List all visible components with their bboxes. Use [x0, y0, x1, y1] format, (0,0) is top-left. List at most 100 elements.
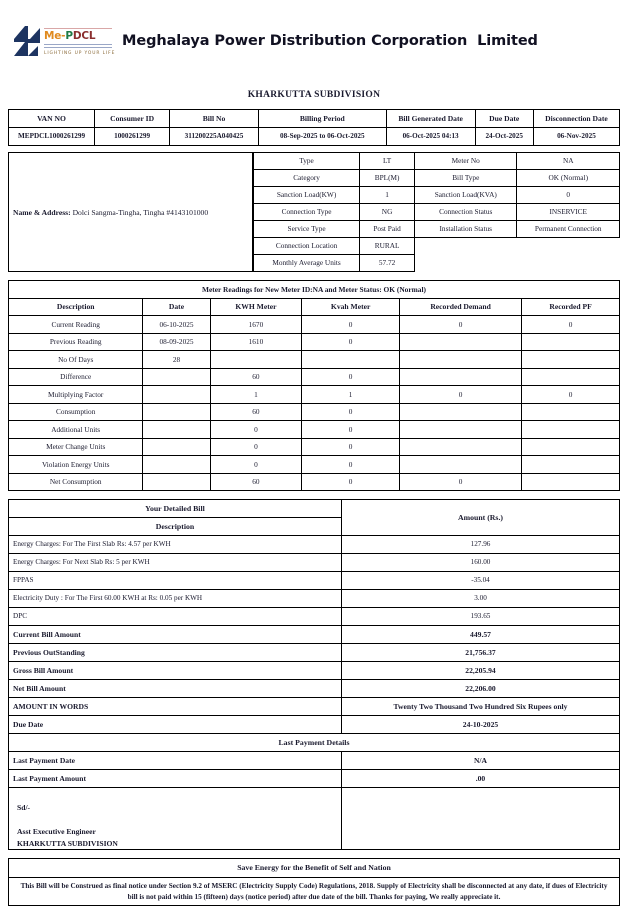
total-label: Previous OutStanding [8, 643, 342, 662]
bill-line-item: FPPAS -35.04 [8, 571, 621, 590]
bill-total-row: AMOUNT IN WORDS Twenty Two Thousand Two H… [8, 697, 621, 716]
cell-pf: 0 [521, 385, 620, 404]
last-payment-label: Last Payment Amount [8, 769, 342, 788]
table-row: Multiplying Factor 1 1 0 0 [7, 385, 620, 404]
attr-label-left: Connection Type [252, 203, 361, 221]
energy-slogan: Save Energy for the Benefit of Self and … [8, 858, 620, 879]
attr-label-right: Installation Status [414, 220, 518, 238]
meter-readings-table: Meter Readings for New Meter ID:NA and M… [7, 280, 620, 491]
line-item-amount: 193.65 [340, 607, 621, 626]
cell-kvah: 0 [301, 367, 400, 386]
line-item-amount: 3.00 [340, 589, 621, 608]
logo-rule-bottom [44, 47, 112, 48]
name-address-cell: Name & Address: Dolci Sangma-Tingha, Tin… [8, 152, 253, 272]
total-value: 22,206.00 [340, 679, 621, 698]
table-row: Current Reading 06-10-2025 1670 0 0 0 [7, 315, 620, 334]
attr-label-right: Meter No [414, 152, 518, 170]
cell-description: Multiplying Factor [7, 385, 144, 404]
last-payment-row: Last Payment Date N/A [8, 751, 621, 770]
value-due-date: 24-Oct-2025 [474, 127, 534, 146]
cell-kwh: 1670 [209, 315, 303, 334]
signature-block: Sd/- Asst Executive Engineer KHARKUTTA S… [8, 786, 342, 851]
bill-total-row: Gross Bill Amount 22,205.94 [8, 661, 621, 680]
cell-date: 08-09-2025 [142, 332, 211, 351]
spacer [8, 272, 620, 280]
col-recorded-demand: Recorded Demand [398, 297, 523, 316]
line-item-description: Energy Charges: For The First Slab Rs: 4… [8, 535, 342, 554]
bill-total-row: Previous OutStanding 21,756.37 [8, 643, 621, 662]
total-value: 24-10-2025 [340, 715, 621, 734]
attr-value-left: RURAL [359, 237, 416, 255]
bill-line-item: DPC 193.65 [8, 607, 621, 626]
col-bill-generated-date: Bill Generated Date [385, 109, 476, 128]
attr-label-left: Monthly Average Units [252, 254, 361, 272]
cell-demand [398, 420, 523, 439]
value-bill-generated-date: 06-Oct-2025 04:13 [385, 127, 476, 146]
value-billing-period: 08-Sep-2025 to 06-Oct-2025 [257, 127, 387, 146]
subdivision-heading: KHARKUTTA SUBDIVISION [247, 90, 381, 100]
cell-pf [521, 437, 620, 456]
cell-date [142, 385, 211, 404]
attr-label-left: Type [252, 152, 361, 170]
name-address-label: Name & Address: [13, 207, 71, 217]
cell-demand [398, 455, 523, 474]
logo-rule-top [44, 28, 112, 29]
bill-total-row: Current Bill Amount 449.57 [8, 625, 621, 644]
table-header-row: Description Date KWH Meter Kvah Meter Re… [7, 297, 620, 316]
attr-label-left: Connection Location [252, 237, 361, 255]
cell-date [142, 455, 211, 474]
attr-value-right: NA [516, 152, 620, 170]
connection-attributes-table: Type LT Meter No NA Category BPL(M) Bill Type O… [252, 152, 620, 272]
attr-value-right: INSERVICE [516, 203, 620, 221]
table-row: Connection Type NG Connection Status INSERV… [252, 203, 620, 221]
logo-word-p: P [65, 30, 73, 42]
cell-description: Net Consumption [7, 472, 144, 491]
table-row: Consumption 60 0 [7, 402, 620, 421]
attr-value-right [517, 238, 620, 255]
table-row: Violation Energy Units 0 0 [7, 455, 620, 474]
cell-description: Current Reading [7, 315, 144, 334]
table-row: Monthly Average Units 57.72 [252, 254, 620, 272]
cell-demand [398, 350, 523, 369]
cell-kvah: 0 [301, 315, 400, 334]
footer-table: Save Energy for the Benefit of Self and … [8, 858, 620, 906]
col-description: Description [7, 297, 144, 316]
cell-kwh: 0 [209, 437, 303, 456]
last-payment-value: .00 [340, 769, 621, 788]
name-address-value: Dolci Sangma-Tingha, Tingha #4143101000 [72, 207, 209, 217]
attr-label-right: Bill Type [414, 169, 518, 187]
table-row: Difference 60 0 [7, 367, 620, 386]
detailed-bill-title: Your Detailed Bill [8, 499, 342, 518]
cell-date [142, 437, 211, 456]
cell-demand [398, 367, 523, 386]
cell-description: Consumption [7, 402, 144, 421]
customer-details-block: Name & Address: Dolci Sangma-Tingha, Tin… [8, 152, 620, 272]
amount-header: Amount (Rs.) [340, 499, 621, 536]
col-kvah-meter: Kvah Meter [301, 297, 400, 316]
cell-description: No Of Days [7, 350, 144, 369]
attr-value-right: 0 [516, 186, 620, 204]
value-bill-no: 311200225A040425 [169, 127, 259, 146]
total-label: Due Date [8, 715, 342, 734]
cell-kwh [209, 350, 303, 369]
table-row: Type LT Meter No NA [252, 152, 620, 170]
bill-title-row: Your Detailed Bill Amount (Rs.) [8, 499, 621, 536]
footer-block: Save Energy for the Benefit of Self and … [8, 858, 620, 906]
meter-caption: Meter Readings for New Meter ID:NA and M… [8, 280, 620, 299]
attr-label-right [415, 238, 517, 255]
table-row: Sanction Load(KW) 1 Sanction Load(KVA) 0 [252, 186, 620, 204]
signature-sd: Sd/- [17, 803, 31, 812]
attr-label-right: Sanction Load(KVA) [414, 186, 518, 204]
cell-kwh: 60 [209, 402, 303, 421]
company-title: Meghalaya Power Distribution Corporation… [122, 33, 538, 49]
description-header: Description [8, 517, 342, 536]
total-value: 22,205.94 [340, 661, 621, 680]
cell-description: Meter Change Units [7, 437, 144, 456]
spacer [8, 491, 620, 499]
cell-pf: 0 [521, 315, 620, 334]
cell-description: Additional Units [7, 420, 144, 439]
slogan-row: Save Energy for the Benefit of Self and … [8, 858, 620, 879]
last-payment-row: Last Payment Amount .00 [8, 769, 621, 788]
last-payment-value: N/A [340, 751, 621, 770]
table-row: Net Consumption 60 0 0 [7, 472, 620, 491]
